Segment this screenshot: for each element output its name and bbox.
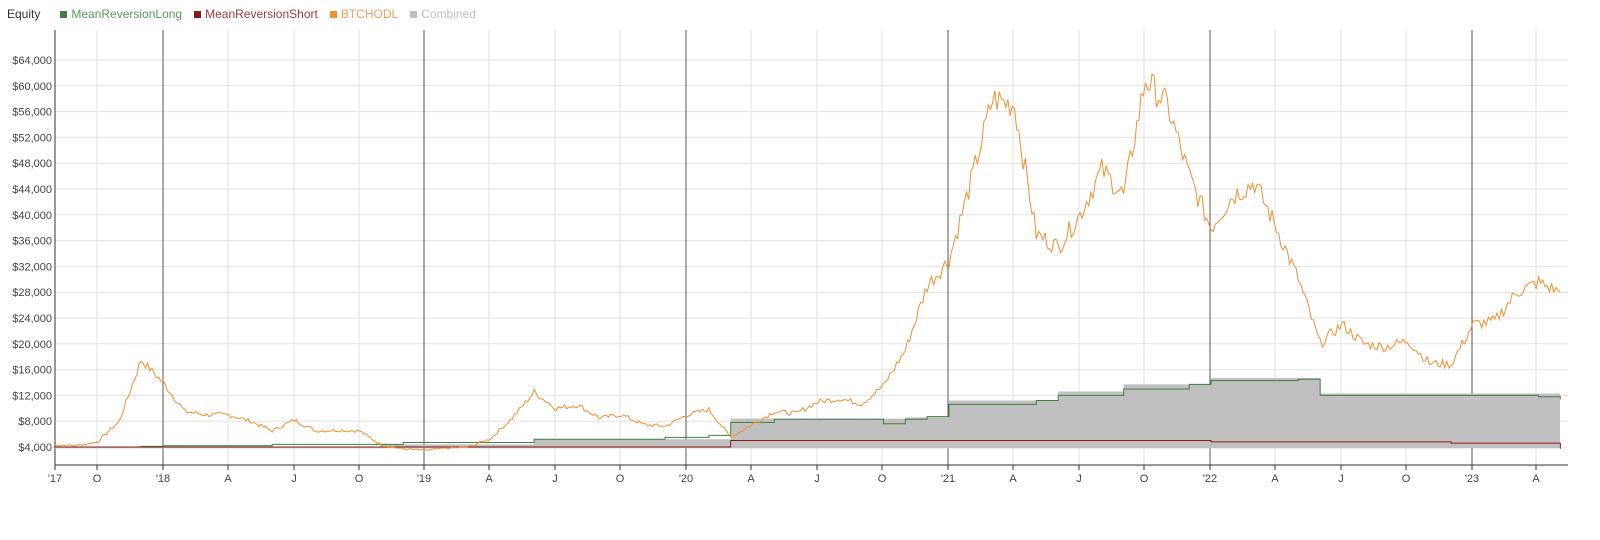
x-tick-label: '17 — [48, 473, 62, 485]
series-layer — [53, 73, 1561, 451]
y-tick-label: $16,000 — [12, 365, 52, 377]
legend-label: BTCHODL — [340, 7, 399, 21]
y-tick-label: $20,000 — [12, 339, 52, 351]
legend-label: Combined — [421, 7, 476, 21]
x-tick-label: O — [355, 473, 364, 485]
chart-legend: Equity MeanReversionLong MeanReversionSh… — [0, 0, 1600, 28]
legend-item-combined[interactable]: Combined — [410, 7, 476, 21]
legend-label: MeanReversionShort — [205, 7, 318, 21]
y-tick-label: $40,000 — [12, 210, 52, 222]
x-tick-label: O — [1140, 473, 1149, 485]
legend-swatch-icon — [60, 10, 68, 18]
chart-title: Equity — [7, 7, 41, 21]
y-tick-label: $28,000 — [12, 287, 52, 299]
x-tick-label: J — [291, 473, 297, 485]
y-tick-label: $48,000 — [12, 158, 52, 170]
legend-item-meanreversionshort[interactable]: MeanReversionShort — [194, 7, 318, 21]
x-tick-label: A — [485, 473, 493, 485]
y-tick-label: $32,000 — [12, 261, 52, 273]
legend-swatch-icon — [410, 10, 418, 18]
x-tick-label: O — [616, 473, 625, 485]
x-tick-label: '23 — [1465, 473, 1479, 485]
x-tick-label: A — [1271, 473, 1279, 485]
x-tick-label: '22 — [1203, 473, 1217, 485]
x-tick-label: A — [1009, 473, 1017, 485]
x-tick-label: '19 — [417, 473, 431, 485]
y-tick-label: $36,000 — [12, 236, 52, 248]
x-tick-label: J — [1076, 473, 1082, 485]
y-tick-label: $4,000 — [18, 442, 52, 454]
y-tick-label: $60,000 — [12, 81, 52, 93]
meanreversionlong-line — [53, 378, 1561, 448]
y-tick-label: $8,000 — [18, 416, 52, 428]
legend-swatch-icon — [194, 10, 202, 18]
x-tick-label: '21 — [941, 473, 955, 485]
y-tick-label: $24,000 — [12, 313, 52, 325]
x-tick-label: J — [1338, 473, 1344, 485]
x-tick-label: '18 — [156, 473, 170, 485]
btchodl-line — [53, 73, 1561, 451]
legend-swatch-icon — [329, 10, 337, 18]
x-tick-label: A — [224, 473, 232, 485]
x-tick-label: O — [93, 473, 102, 485]
x-tick-label: A — [1532, 473, 1540, 485]
x-tick-label: '20 — [679, 473, 693, 485]
legend-item-meanreversionlong[interactable]: MeanReversionLong — [60, 7, 182, 21]
y-tick-label: $12,000 — [12, 390, 52, 402]
y-axis: $4,000 $8,000 $12,000 $16,000 $20,000 $24,000… — [12, 55, 52, 454]
y-tick-label: $52,000 — [12, 132, 52, 144]
y-tick-label: $44,000 — [12, 184, 52, 196]
combined-area — [53, 377, 1561, 449]
x-tick-label: J — [814, 473, 820, 485]
x-axis: '17 O '18 A J O '19 A J O '20 A J O '21 A J O '22 A J O '23 A — [48, 30, 1568, 485]
grid-lines — [55, 30, 1568, 465]
x-tick-label: O — [878, 473, 887, 485]
x-tick-label: J — [552, 473, 558, 485]
y-tick-label: $56,000 — [12, 107, 52, 119]
meanreversionshort-line — [53, 440, 1561, 449]
x-tick-label: A — [747, 473, 755, 485]
x-tick-label: O — [1402, 473, 1411, 485]
y-tick-label: $64,000 — [12, 55, 52, 67]
legend-item-btchodl[interactable]: BTCHODL — [329, 7, 399, 21]
legend-label: MeanReversionLong — [71, 7, 183, 21]
